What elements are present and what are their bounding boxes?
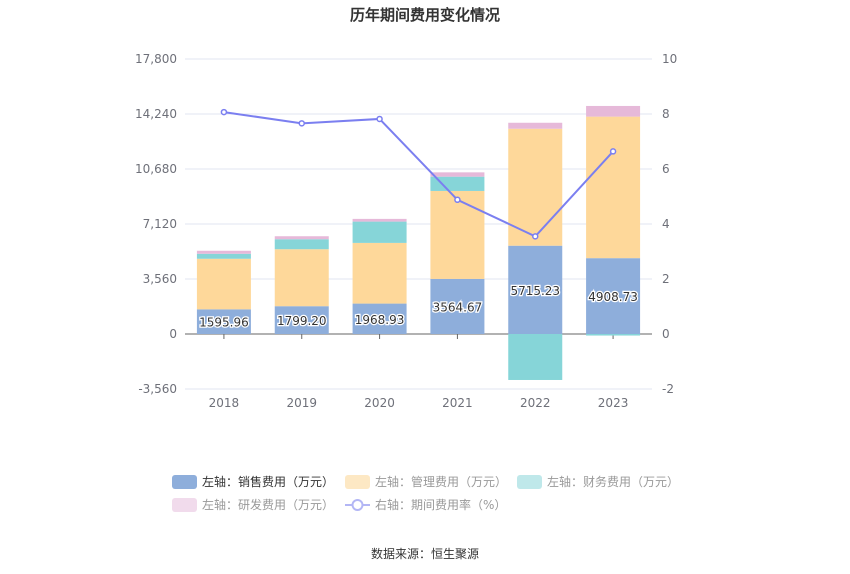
legend-label: 右轴：期间费用率（%） [375, 497, 506, 512]
rate-point [609, 148, 617, 155]
left-tick-label: 17,800 [135, 52, 177, 66]
rate-point [220, 108, 228, 116]
bar-segment [430, 190, 485, 279]
bar-segment [352, 218, 407, 222]
legend-label: 左轴：财务费用（万元） [547, 474, 679, 489]
data-label: 1799.20 [277, 314, 327, 328]
bar-segment [274, 249, 329, 307]
bar-segment [196, 309, 251, 334]
x-tick-label: 2021 [442, 396, 473, 410]
bar-segment [586, 105, 641, 117]
bar-segment [430, 278, 485, 334]
bar-segment [196, 253, 251, 259]
rate-point [376, 115, 383, 123]
bar-segment [274, 239, 329, 250]
legend-label: 左轴：销售费用（万元） [202, 474, 334, 489]
legend-label: 左轴：管理费用（万元） [375, 474, 507, 489]
bar-segment [586, 334, 641, 336]
left-tick-label: 3,560 [143, 272, 177, 286]
bar-segment [196, 258, 251, 310]
bar-segment [508, 128, 563, 246]
data-label: 4908.73 [588, 290, 638, 304]
right-tick-label: 10 [662, 52, 677, 66]
legend-swatch [172, 498, 197, 512]
left-tick-label: 0 [169, 327, 177, 341]
left-tick-label: 14,240 [135, 107, 177, 121]
bar-segment [508, 334, 563, 380]
right-tick-label: 2 [662, 272, 670, 286]
rate-point [454, 196, 461, 204]
legend-marker [351, 499, 364, 511]
legend-swatch [517, 475, 542, 489]
bar-segment [196, 250, 251, 254]
bar-segment [352, 242, 407, 304]
bar-segment [352, 221, 407, 243]
bar-segment [586, 116, 641, 259]
rate-point [298, 120, 305, 127]
bar-segment [430, 176, 485, 191]
bar-segment [274, 306, 329, 334]
right-tick-label: 4 [662, 217, 670, 231]
x-tick-label: 2018 [209, 396, 240, 410]
bar-segment [352, 303, 407, 334]
data-label: 1595.96 [199, 316, 249, 330]
right-tick-label: 8 [662, 107, 670, 121]
data-label: 1968.93 [355, 313, 405, 327]
left-tick-label: 10,680 [135, 162, 177, 176]
chart-title: 历年期间费用变化情况 [350, 6, 500, 24]
right-tick-label: -2 [662, 382, 674, 396]
x-tick-label: 2022 [520, 396, 551, 410]
bar-segment [430, 172, 485, 177]
bar-segment [274, 236, 329, 240]
bar-segment [508, 245, 563, 334]
legend-swatch [345, 475, 370, 489]
source-note: 数据来源：恒生聚源 [371, 546, 479, 561]
left-tick-label: 7,120 [143, 217, 177, 231]
x-tick-label: 2023 [598, 396, 629, 410]
data-label: 5715.23 [510, 284, 560, 298]
right-tick-label: 0 [662, 327, 670, 341]
right-tick-label: 6 [662, 162, 670, 176]
x-tick-label: 2020 [364, 396, 395, 410]
bar-segment [586, 258, 641, 334]
x-tick-label: 2019 [286, 396, 317, 410]
rate-point [532, 233, 539, 240]
left-tick-label: -3,560 [138, 382, 177, 396]
bar-segment [508, 122, 563, 129]
rate-line [223, 111, 614, 238]
legend-label: 左轴：研发费用（万元） [202, 497, 334, 512]
data-label: 3564.67 [433, 300, 483, 314]
legend-swatch [172, 475, 197, 489]
